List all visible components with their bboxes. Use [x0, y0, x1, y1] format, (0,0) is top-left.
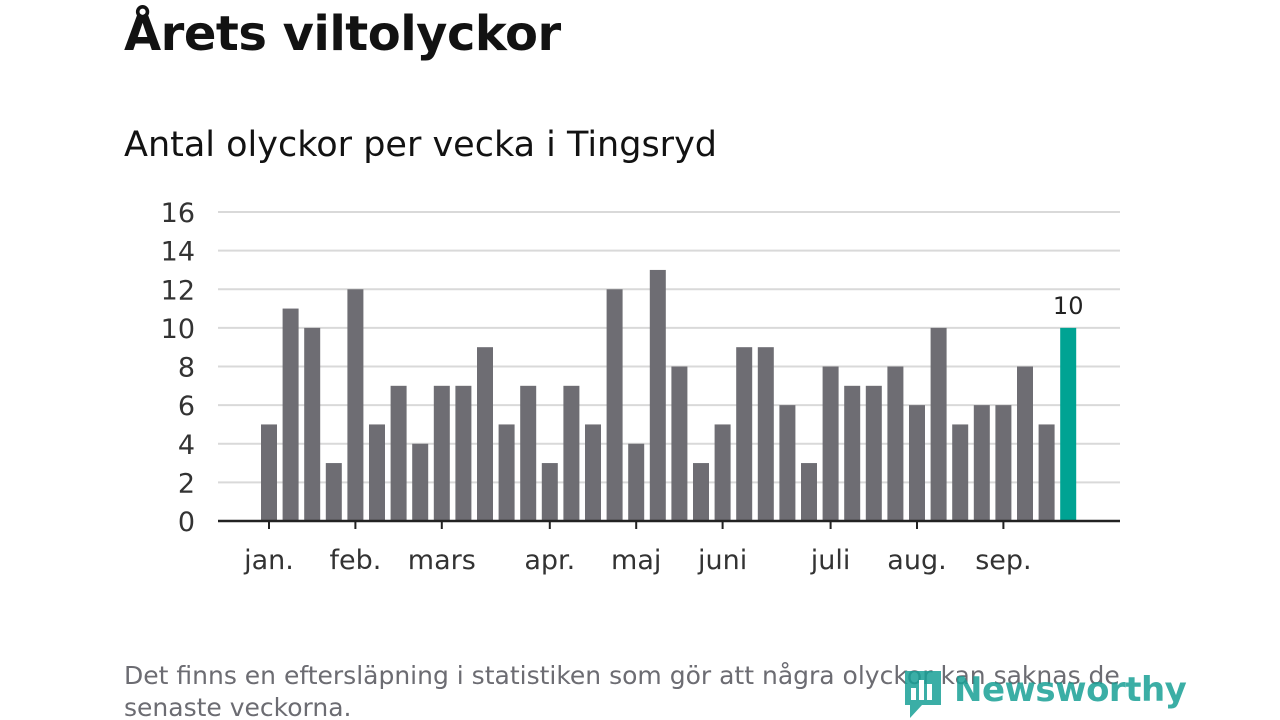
chart-subtitle: Antal olyckor per vecka i Tingsryd	[124, 125, 718, 165]
newsworthy-logo-icon	[905, 671, 941, 718]
bar	[693, 463, 709, 521]
page-title: Årets viltolyckor	[124, 6, 561, 62]
bar	[628, 443, 645, 521]
y-tick-label: 14	[161, 237, 195, 268]
y-tick-label: 8	[178, 353, 195, 384]
bar	[282, 308, 299, 521]
bar	[520, 385, 537, 521]
bar	[606, 289, 623, 521]
bar	[498, 424, 515, 521]
bar	[779, 405, 796, 521]
bar	[477, 347, 493, 521]
bar	[736, 347, 753, 521]
y-tick-label: 4	[178, 430, 195, 461]
y-tick-label: 16	[161, 198, 195, 229]
bar	[801, 463, 817, 521]
bar	[304, 327, 321, 521]
bar	[671, 366, 688, 521]
y-tick-label: 12	[161, 275, 195, 306]
bar	[390, 385, 407, 521]
x-tick-label: juni	[697, 545, 747, 576]
bar	[412, 443, 429, 521]
bar	[1038, 424, 1055, 521]
bar	[909, 405, 925, 521]
bar	[1017, 366, 1033, 521]
x-tick-label: maj	[611, 545, 661, 576]
bar	[649, 269, 666, 521]
y-tick-label: 2	[178, 468, 195, 499]
bar	[995, 405, 1012, 521]
bar	[714, 424, 731, 521]
bar	[585, 424, 601, 521]
logo-text: Newsworthy	[954, 670, 1187, 710]
x-tick-label: apr.	[524, 545, 575, 576]
bar	[844, 385, 861, 521]
y-tick-label: 6	[178, 391, 195, 422]
bar	[930, 327, 947, 521]
x-tick-label: jan.	[243, 545, 294, 576]
bar	[563, 385, 580, 521]
y-tick-label: 0	[178, 507, 195, 538]
bar	[541, 463, 558, 521]
y-tick-label: 10	[161, 314, 195, 345]
x-tick-label: juli	[810, 545, 851, 576]
x-tick-label: aug.	[887, 545, 946, 576]
bar	[973, 405, 990, 521]
bar	[325, 463, 342, 521]
x-tick-label: sep.	[975, 545, 1031, 576]
bar-highlight	[1060, 327, 1077, 521]
bar	[822, 366, 839, 521]
bar	[347, 289, 364, 521]
bar	[952, 424, 969, 521]
bar	[433, 385, 450, 521]
bar	[757, 347, 774, 521]
footnote: Det finns en eftersläpning i statistiken…	[124, 661, 1120, 720]
bar	[369, 424, 385, 521]
bar	[865, 385, 882, 521]
bar	[455, 385, 472, 521]
data-label: 10	[1053, 292, 1084, 320]
x-tick-label: mars	[408, 545, 476, 576]
bar	[887, 366, 904, 521]
newsworthy-logo: Newsworthy	[902, 668, 1187, 720]
x-tick-label: feb.	[329, 545, 381, 576]
bar	[261, 424, 277, 521]
